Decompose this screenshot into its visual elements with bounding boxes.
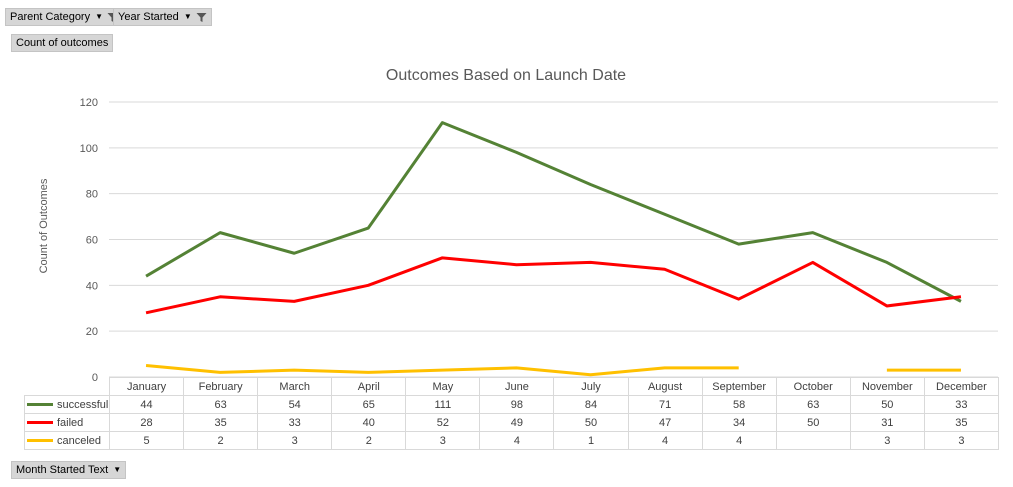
y-tick-label: 80: [86, 189, 98, 201]
x-tick-label: January: [108, 377, 185, 396]
data-label: 3: [923, 431, 999, 450]
x-tick-label: August: [627, 377, 703, 396]
data-label: 34: [701, 413, 777, 432]
data-label: 49: [479, 413, 555, 432]
dropdown-arrow-icon: ▼: [113, 465, 122, 475]
data-label: 33: [257, 413, 333, 432]
funnel-filter-icon: [196, 12, 207, 22]
x-tick-label: November: [849, 377, 925, 396]
data-label: 33: [923, 395, 999, 414]
data-table: January February March April May June July Augu…: [24, 377, 999, 450]
table-row: failed 28 35 33 40 52 49 50 47 34 50 31 35: [24, 413, 999, 432]
y-tick-label: 60: [86, 235, 98, 247]
x-tick-label: May: [405, 377, 481, 396]
data-label: 5: [108, 431, 185, 450]
data-label: 63: [775, 395, 851, 414]
series-line-failed: [145, 256, 962, 315]
series-line-successful: [145, 121, 962, 303]
data-label: 1: [553, 431, 629, 450]
data-label: 35: [183, 413, 259, 432]
data-label: 50: [553, 413, 629, 432]
legend-entry-canceled: canceled: [24, 431, 110, 450]
legend-entry-successful: successful: [24, 395, 110, 414]
data-label: 28: [108, 413, 185, 432]
axis-field-button[interactable]: Month Started Text ▼: [11, 461, 127, 479]
x-tick-label: March: [257, 377, 333, 396]
series-line-canceled: [145, 364, 739, 377]
x-tick-label: October: [775, 377, 851, 396]
x-tick-label: July: [553, 377, 629, 396]
data-label: 2: [331, 431, 407, 450]
data-label: 47: [627, 413, 703, 432]
legend-key: [27, 403, 53, 407]
axis-field-label: Month Started Text: [16, 464, 109, 476]
value-field-label: Count of outcomes: [16, 37, 109, 49]
data-label: 4: [479, 431, 555, 450]
data-label: 40: [331, 413, 407, 432]
data-label: 50: [849, 395, 925, 414]
parent-category-filter-button[interactable]: Parent Category ▼: [5, 8, 124, 26]
data-label: 44: [108, 395, 185, 414]
legend-key: [27, 421, 53, 425]
value-field-button[interactable]: Count of outcomes: [11, 34, 114, 52]
y-tick-label: 100: [80, 143, 98, 155]
x-tick-label: February: [183, 377, 259, 396]
series-lines: [145, 121, 962, 377]
data-label: 58: [701, 395, 777, 414]
data-label: 3: [257, 431, 333, 450]
data-label: 3: [405, 431, 481, 450]
legend-label: failed: [57, 416, 84, 429]
data-label: 50: [775, 413, 851, 432]
data-label: 4: [701, 431, 777, 450]
table-row: canceled 5 2 3 2 3 4 1 4 4 3 3: [24, 431, 999, 450]
x-tick-label: June: [479, 377, 555, 396]
data-label: 84: [553, 395, 629, 414]
x-tick-label: September: [701, 377, 777, 396]
data-label: 63: [183, 395, 259, 414]
year-started-label: Year Started: [118, 11, 179, 23]
y-axis-label: Count of Outcomes: [38, 178, 50, 273]
table-corner: [25, 378, 110, 396]
legend-entry-failed: failed: [24, 413, 110, 432]
parent-category-label: Parent Category: [10, 11, 91, 23]
table-header-row: January February March April May June July Augu…: [25, 377, 999, 396]
table-row: successful 44 63 54 65 111 98 84 71 58 63 50 33: [24, 395, 999, 414]
data-label: 71: [627, 395, 703, 414]
y-tick-label: 40: [86, 280, 98, 292]
x-tick-label: December: [923, 377, 999, 396]
data-label: 3: [849, 431, 925, 450]
legend-label: canceled: [57, 434, 102, 447]
data-label: [775, 431, 851, 450]
data-label: 52: [405, 413, 481, 432]
y-axis-ticks: 0 20 40 60 80 100 120: [80, 97, 98, 384]
data-label: 35: [923, 413, 999, 432]
data-label: 111: [405, 395, 481, 414]
year-started-filter-button[interactable]: Year Started ▼: [113, 8, 212, 26]
data-label: 31: [849, 413, 925, 432]
data-label: 98: [479, 395, 555, 414]
legend-label: successful: [57, 398, 109, 411]
y-tick-label: 20: [86, 326, 98, 338]
dropdown-arrow-icon: ▼: [95, 12, 104, 22]
y-tick-label: 120: [80, 97, 98, 109]
y-tick-label: 0: [92, 372, 98, 384]
chart-title: Outcomes Based on Launch Date: [386, 67, 626, 84]
data-label: 4: [627, 431, 703, 450]
data-label: 2: [183, 431, 259, 450]
dropdown-arrow-icon: ▼: [183, 12, 192, 22]
data-label: 65: [331, 395, 407, 414]
legend-key: [27, 439, 53, 443]
x-tick-label: April: [331, 377, 407, 396]
data-label: 54: [257, 395, 333, 414]
